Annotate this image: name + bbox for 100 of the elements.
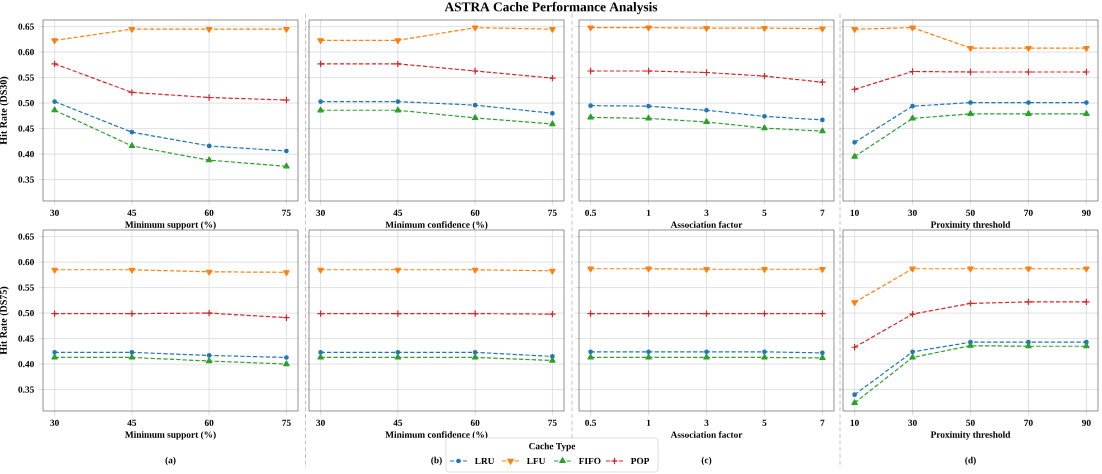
point	[471, 267, 479, 274]
x-tick-label: 75	[548, 209, 557, 216]
point	[1025, 266, 1032, 273]
legend-label: POP	[630, 457, 650, 465]
point	[909, 25, 916, 32]
point	[703, 267, 710, 273]
point	[645, 353, 652, 360]
point	[645, 25, 652, 32]
point	[206, 143, 212, 149]
point	[704, 349, 709, 355]
point	[851, 300, 858, 307]
point	[588, 349, 593, 355]
point	[395, 99, 401, 104]
y-tick-label: 0.35	[18, 386, 34, 393]
point	[761, 267, 768, 273]
x-tick-label: 75	[282, 209, 291, 216]
point	[51, 267, 58, 274]
x-tick-label: 30	[316, 419, 325, 426]
point	[1025, 45, 1032, 52]
point	[471, 309, 479, 318]
y-tick-label: 0.40	[18, 360, 34, 368]
point	[205, 27, 213, 33]
x-tick-label: 70	[1024, 419, 1033, 426]
point	[128, 88, 136, 97]
point	[1084, 339, 1089, 345]
point	[550, 110, 555, 116]
point	[762, 349, 767, 355]
point	[52, 350, 57, 355]
point	[819, 267, 826, 273]
point	[51, 38, 58, 45]
y-tick-label: 0.50	[18, 99, 34, 107]
point	[128, 27, 136, 33]
point	[129, 350, 135, 355]
point	[703, 118, 710, 125]
legend-label: LFU	[526, 457, 546, 465]
x-axis-title: Association factor	[670, 431, 743, 438]
point	[1025, 342, 1032, 349]
x-tick-label: 5	[762, 209, 767, 216]
point	[820, 117, 825, 123]
point	[550, 354, 555, 359]
point	[587, 25, 594, 32]
point	[471, 114, 479, 121]
x-tick-label: 50	[966, 419, 975, 426]
point	[128, 267, 136, 274]
x-tick-label: 1	[646, 209, 651, 216]
point	[1083, 342, 1090, 349]
point	[703, 353, 710, 360]
point	[820, 350, 825, 356]
point	[51, 106, 58, 113]
point	[587, 353, 594, 360]
point	[205, 269, 213, 276]
point	[645, 114, 652, 121]
x-tick-label: 45	[393, 419, 403, 426]
point	[819, 127, 826, 134]
point	[394, 106, 402, 113]
point	[645, 266, 652, 273]
y-tick-label: 0.65	[18, 233, 34, 240]
point	[1026, 100, 1031, 105]
point	[1025, 110, 1032, 116]
point	[318, 99, 323, 104]
point	[910, 349, 915, 355]
text: (c)	[701, 456, 712, 466]
point	[51, 353, 58, 360]
y-axis-title: Hit Rate (DS30)	[0, 76, 9, 145]
x-tick-label: 3	[704, 419, 709, 426]
point	[471, 67, 479, 75]
y-tick-label: 0.55	[18, 74, 34, 81]
y-tick-label: 0.60	[18, 258, 34, 266]
point	[317, 267, 324, 274]
point	[762, 114, 767, 119]
point	[205, 357, 213, 364]
point	[283, 270, 290, 276]
x-tick-label: 50	[966, 209, 975, 216]
x-tick-label: 60	[470, 419, 480, 426]
x-tick-label: 10	[850, 419, 859, 426]
point	[395, 350, 401, 355]
point	[909, 266, 916, 273]
point	[908, 310, 917, 318]
x-axis-title: Association factor	[670, 221, 743, 228]
y-tick-label: 0.45	[18, 125, 34, 132]
point	[549, 120, 556, 127]
point	[851, 399, 858, 405]
point	[284, 355, 289, 360]
point	[128, 309, 136, 318]
x-axis-title: Proximity threshold	[930, 221, 1011, 230]
point	[283, 27, 290, 33]
point	[760, 72, 769, 80]
point	[549, 268, 556, 275]
point	[318, 350, 323, 355]
point	[587, 113, 594, 120]
point	[1082, 68, 1091, 76]
y-tick-label: 0.45	[18, 335, 34, 342]
point	[128, 142, 136, 149]
point	[394, 267, 402, 274]
point	[394, 353, 402, 360]
point	[471, 25, 479, 32]
point	[851, 152, 858, 159]
point	[52, 99, 57, 104]
x-tick-label: 30	[908, 209, 917, 216]
x-tick-label: 0.5	[585, 209, 597, 217]
